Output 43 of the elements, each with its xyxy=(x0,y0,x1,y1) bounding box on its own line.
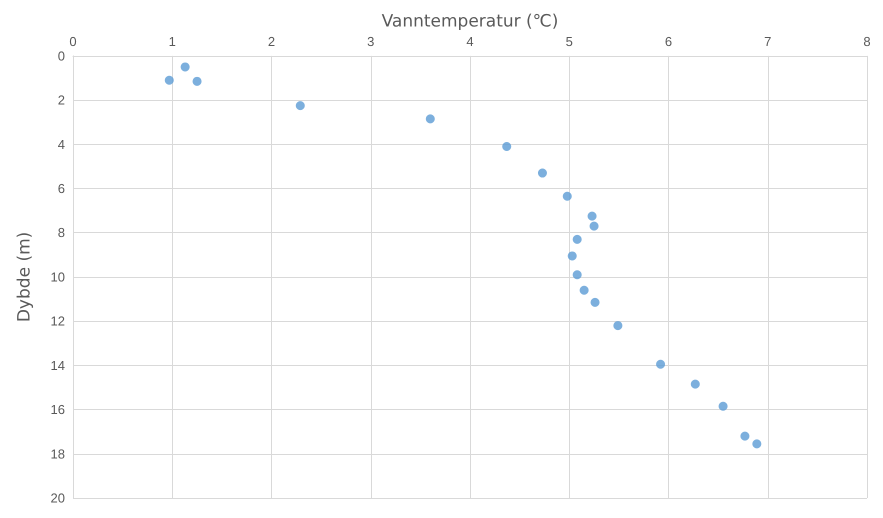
x-tick-label: 8 xyxy=(863,34,871,49)
y-tick-label: 14 xyxy=(50,358,65,373)
x-tick-label: 5 xyxy=(566,34,573,49)
point xyxy=(588,212,597,221)
x-tick-label: 4 xyxy=(466,34,474,49)
point xyxy=(740,432,750,441)
point xyxy=(502,142,512,152)
y-tick-label: 2 xyxy=(58,92,65,108)
x-axis-title: Vanntemperatur (℃) xyxy=(382,12,558,32)
point xyxy=(568,251,577,260)
x-tick-label: 2 xyxy=(268,34,276,49)
y-axis-title: Dybde (m) xyxy=(14,232,34,322)
y-tick-label: 4 xyxy=(58,136,65,152)
point xyxy=(192,76,202,86)
x-tick-label: 3 xyxy=(367,34,374,49)
point xyxy=(690,380,700,389)
point xyxy=(164,76,174,85)
point xyxy=(656,360,666,369)
point xyxy=(538,168,547,178)
point xyxy=(572,234,582,244)
x-tick-label: 0 xyxy=(69,34,77,49)
y-tick-label: 8 xyxy=(58,225,65,240)
y-tick-label: 10 xyxy=(50,269,65,284)
x-tick-label: 1 xyxy=(168,34,176,49)
y-tick-label: 12 xyxy=(50,314,65,329)
point xyxy=(426,114,435,124)
y-tick-label: 16 xyxy=(50,402,65,418)
x-tick-label: 7 xyxy=(764,34,772,49)
point xyxy=(590,222,599,231)
y-tick-label: 20 xyxy=(50,490,65,506)
y-tick-label: 6 xyxy=(58,181,65,196)
point xyxy=(580,286,589,295)
point xyxy=(590,298,600,307)
point xyxy=(562,192,572,201)
point xyxy=(613,321,622,330)
point xyxy=(718,402,728,411)
point xyxy=(752,439,762,448)
x-tick-label: 6 xyxy=(664,34,672,49)
y-tick-label: 18 xyxy=(50,446,65,462)
point xyxy=(572,270,582,280)
y-tick-label: 0 xyxy=(58,48,65,64)
point xyxy=(296,101,305,110)
point xyxy=(180,62,190,72)
